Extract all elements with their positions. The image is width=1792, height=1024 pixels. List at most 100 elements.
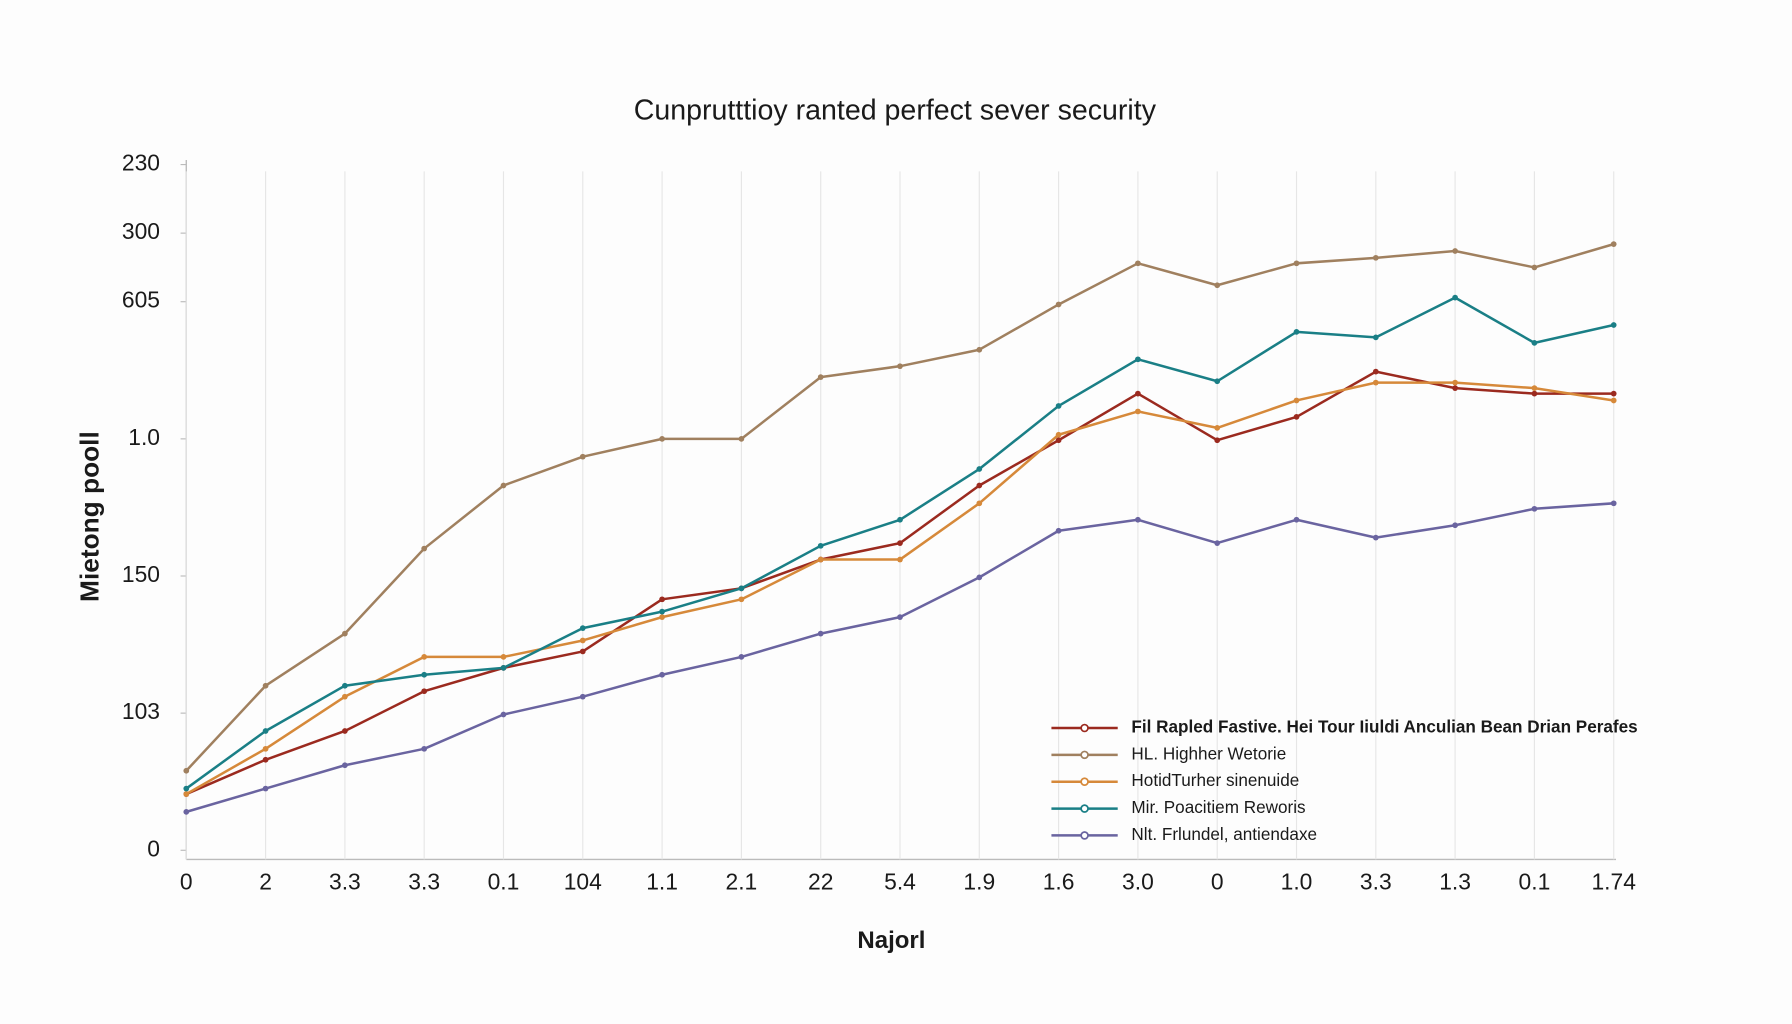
data-point bbox=[183, 791, 190, 797]
data-point bbox=[183, 767, 190, 774]
x-tick-label: 1.9 bbox=[963, 868, 995, 894]
data-point bbox=[500, 654, 507, 660]
data-point bbox=[1452, 294, 1458, 301]
data-point bbox=[1452, 385, 1458, 391]
data-point bbox=[1531, 385, 1538, 391]
data-point bbox=[976, 466, 983, 472]
data-point bbox=[342, 728, 348, 734]
data-point bbox=[1135, 408, 1141, 415]
legend-label: Nlt. Frlundel, antiendaxe bbox=[1131, 824, 1317, 844]
legend-label: Fil Rapled Fastive. Hei Tour Iiuldi Ancu… bbox=[1131, 717, 1637, 737]
data-point bbox=[500, 665, 507, 671]
data-point bbox=[1214, 425, 1221, 431]
data-point bbox=[976, 346, 983, 353]
data-point bbox=[421, 745, 428, 752]
legend-marker bbox=[1080, 804, 1089, 813]
x-tick-label: 5.4 bbox=[884, 868, 916, 894]
data-point bbox=[421, 688, 428, 695]
data-point bbox=[1610, 322, 1617, 328]
data-point bbox=[897, 556, 903, 563]
legend-marker bbox=[1080, 777, 1089, 786]
data-point bbox=[579, 453, 586, 460]
y-axis-label: Mietong pooll bbox=[74, 431, 104, 602]
data-point bbox=[738, 585, 745, 592]
x-tick-label: 0.1 bbox=[488, 868, 520, 894]
data-point bbox=[421, 545, 428, 552]
legend-marker bbox=[1080, 750, 1089, 760]
data-point bbox=[1055, 437, 1062, 444]
y-tick-label: 1.0 bbox=[128, 424, 160, 450]
y-tick-label: 150 bbox=[122, 561, 160, 587]
legend-marker bbox=[1080, 723, 1089, 733]
data-point bbox=[976, 482, 983, 489]
x-tick-label: 2.1 bbox=[726, 868, 758, 894]
x-tick-label: 2 bbox=[259, 868, 272, 894]
data-point bbox=[500, 711, 507, 718]
data-point bbox=[817, 374, 824, 380]
data-point bbox=[1055, 403, 1062, 409]
data-point bbox=[1610, 500, 1617, 507]
data-point bbox=[1135, 516, 1141, 523]
data-point bbox=[1214, 437, 1221, 444]
data-point bbox=[659, 671, 665, 678]
x-tick-label: 22 bbox=[808, 868, 833, 894]
legend-label: HL. Highher Wetorie bbox=[1131, 743, 1286, 763]
data-point bbox=[262, 745, 269, 752]
data-point bbox=[342, 630, 348, 637]
data-point bbox=[342, 693, 348, 700]
data-point bbox=[817, 630, 824, 637]
data-point bbox=[659, 436, 665, 442]
data-point bbox=[1293, 516, 1300, 523]
data-point bbox=[817, 556, 824, 563]
data-point bbox=[1372, 334, 1379, 341]
data-point bbox=[1531, 340, 1538, 346]
data-point bbox=[262, 756, 269, 763]
data-point bbox=[1293, 260, 1300, 267]
data-point bbox=[421, 671, 428, 678]
chart-title: Cunprutttioy ranted perfect sever securi… bbox=[634, 95, 1157, 127]
data-point bbox=[183, 809, 190, 815]
data-point bbox=[1293, 414, 1300, 420]
data-point bbox=[1293, 329, 1300, 335]
data-point bbox=[976, 500, 983, 507]
data-point bbox=[659, 614, 665, 620]
y-tick-label: 230 bbox=[122, 150, 160, 176]
data-point bbox=[342, 682, 348, 689]
data-point bbox=[1610, 397, 1617, 404]
data-point bbox=[500, 482, 507, 489]
data-point bbox=[262, 785, 269, 792]
data-point bbox=[897, 540, 903, 546]
data-point bbox=[421, 654, 428, 660]
data-point bbox=[1055, 527, 1062, 534]
x-tick-label: 0 bbox=[1211, 868, 1224, 894]
data-point bbox=[1293, 397, 1300, 404]
x-tick-label: 1.6 bbox=[1043, 868, 1075, 894]
x-tick-label: 0.1 bbox=[1519, 868, 1551, 894]
data-point bbox=[817, 542, 824, 549]
data-point bbox=[1452, 248, 1458, 254]
data-point bbox=[738, 596, 745, 603]
data-point bbox=[1372, 534, 1379, 541]
data-point bbox=[1531, 264, 1538, 271]
data-point bbox=[1135, 260, 1141, 267]
data-point bbox=[976, 574, 983, 581]
x-tick-label: 1.3 bbox=[1439, 868, 1471, 894]
x-tick-label: 104 bbox=[564, 868, 602, 894]
data-point bbox=[1372, 368, 1379, 375]
data-point bbox=[659, 596, 665, 603]
data-point bbox=[659, 608, 665, 615]
y-tick-label: 300 bbox=[122, 218, 160, 244]
x-tick-label: 1.1 bbox=[646, 868, 678, 894]
data-point bbox=[897, 614, 903, 620]
data-point bbox=[1372, 379, 1379, 386]
x-tick-label: 3.0 bbox=[1122, 868, 1154, 894]
x-tick-label: 3.3 bbox=[1360, 868, 1392, 894]
data-point bbox=[897, 516, 903, 523]
data-point bbox=[1452, 522, 1458, 529]
y-tick-label: 0 bbox=[147, 835, 160, 861]
legend-label: Mir. Poacitiem Reworis bbox=[1131, 797, 1305, 817]
data-point bbox=[1055, 301, 1062, 308]
data-point bbox=[579, 693, 586, 700]
